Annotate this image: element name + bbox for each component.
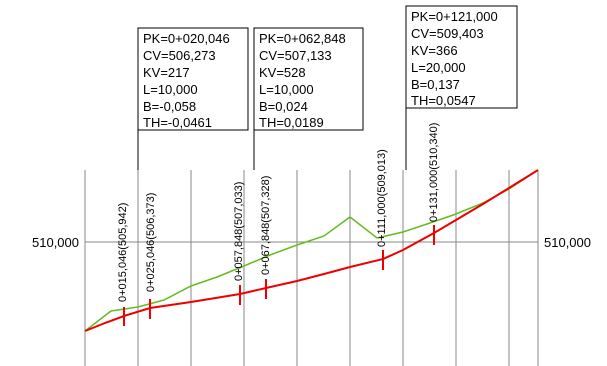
- station-ticks: [123, 225, 435, 326]
- curve-box-line: B=-0,058: [143, 99, 196, 114]
- chainage-labels: 0+015,046(505,942) 0+025,046(506,373) 0+…: [117, 123, 440, 302]
- curve-box-line: PK=0+121,000: [411, 9, 498, 24]
- curve-box-line: CV=509,403: [411, 26, 484, 41]
- grade-line: [84, 169, 539, 332]
- curve-box-line: TH=-0,0461: [143, 115, 212, 130]
- curve-box-line: L=20,000: [411, 60, 466, 75]
- curve-box-line: B=0,137: [411, 77, 460, 92]
- chainage-label: 0+131,000(510,340): [428, 123, 440, 222]
- curve-box-frame: [405, 5, 518, 109]
- chainage-label: 0+025,046(506,373): [145, 193, 157, 292]
- curve-box-line: KV=217: [143, 65, 190, 80]
- terrain-line: [84, 169, 539, 332]
- curve-box-frame: [137, 27, 249, 131]
- curve-box-line: L=10,000: [143, 82, 198, 97]
- curve-box-line: TH=0,0547: [411, 93, 476, 108]
- curve-box: PK=0+062,848 CV=507,133 KV=528 L=10,000 …: [253, 27, 364, 131]
- curve-box-line: KV=366: [411, 43, 458, 58]
- chainage-label: 0+067,848(507,328): [260, 176, 272, 275]
- curve-box-line: KV=528: [259, 65, 306, 80]
- curve-box: PK=0+121,000 CV=509,403 KV=366 L=20,000 …: [405, 5, 518, 109]
- curve-box-line: CV=506,273: [143, 48, 216, 63]
- curve-box: PK=0+020,046 CV=506,273 KV=217 L=10,000 …: [137, 27, 249, 131]
- curve-box-frame: [253, 27, 364, 131]
- chainage-label: 0+057,848(507,033): [233, 182, 245, 281]
- chainage-label: 0+111,000(509,013): [376, 149, 388, 247]
- curve-box-line: PK=0+062,848: [259, 31, 346, 46]
- curve-box-line: PK=0+020,046: [143, 31, 230, 46]
- curve-box-line: L=10,000: [259, 82, 314, 97]
- chainage-label: 0+015,046(505,942): [117, 203, 129, 302]
- curve-box-line: B=0,024: [259, 99, 308, 114]
- curve-box-line: TH=0,0189: [259, 115, 324, 130]
- curve-box-line: CV=507,133: [259, 48, 332, 63]
- elevation-label-left: 510,000: [32, 235, 79, 250]
- elevation-label-right: 510,000: [544, 235, 591, 250]
